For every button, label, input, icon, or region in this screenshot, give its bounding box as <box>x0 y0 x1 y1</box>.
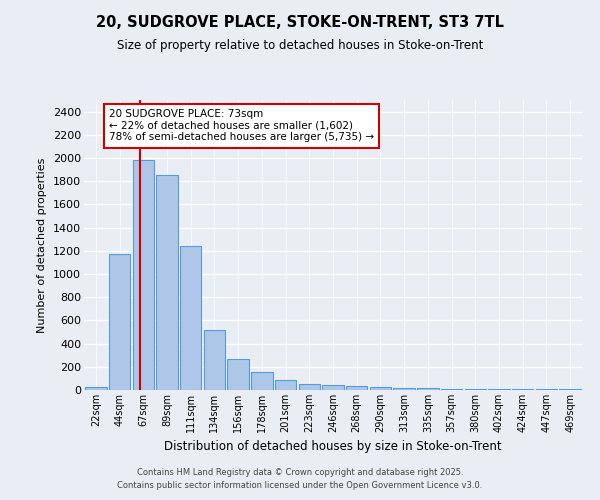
Bar <box>157 176 178 390</box>
Bar <box>109 254 130 390</box>
Bar <box>133 160 154 390</box>
Bar <box>370 387 391 390</box>
Text: 20 SUDGROVE PLACE: 73sqm
← 22% of detached houses are smaller (1,602)
78% of sem: 20 SUDGROVE PLACE: 73sqm ← 22% of detach… <box>109 110 374 142</box>
Bar <box>85 386 107 390</box>
Bar <box>204 330 225 390</box>
Bar <box>275 380 296 390</box>
Bar <box>394 388 415 390</box>
Y-axis label: Number of detached properties: Number of detached properties <box>37 158 47 332</box>
Bar <box>322 386 344 390</box>
Text: Contains HM Land Registry data © Crown copyright and database right 2025.: Contains HM Land Registry data © Crown c… <box>137 468 463 477</box>
Bar <box>299 384 320 390</box>
Bar <box>227 358 249 390</box>
Bar <box>180 246 202 390</box>
Bar <box>417 388 439 390</box>
X-axis label: Distribution of detached houses by size in Stoke-on-Trent: Distribution of detached houses by size … <box>164 440 502 454</box>
Bar <box>251 372 272 390</box>
Text: Size of property relative to detached houses in Stoke-on-Trent: Size of property relative to detached ho… <box>117 38 483 52</box>
Text: Contains public sector information licensed under the Open Government Licence v3: Contains public sector information licen… <box>118 480 482 490</box>
Text: 20, SUDGROVE PLACE, STOKE-ON-TRENT, ST3 7TL: 20, SUDGROVE PLACE, STOKE-ON-TRENT, ST3 … <box>96 15 504 30</box>
Bar <box>346 386 367 390</box>
